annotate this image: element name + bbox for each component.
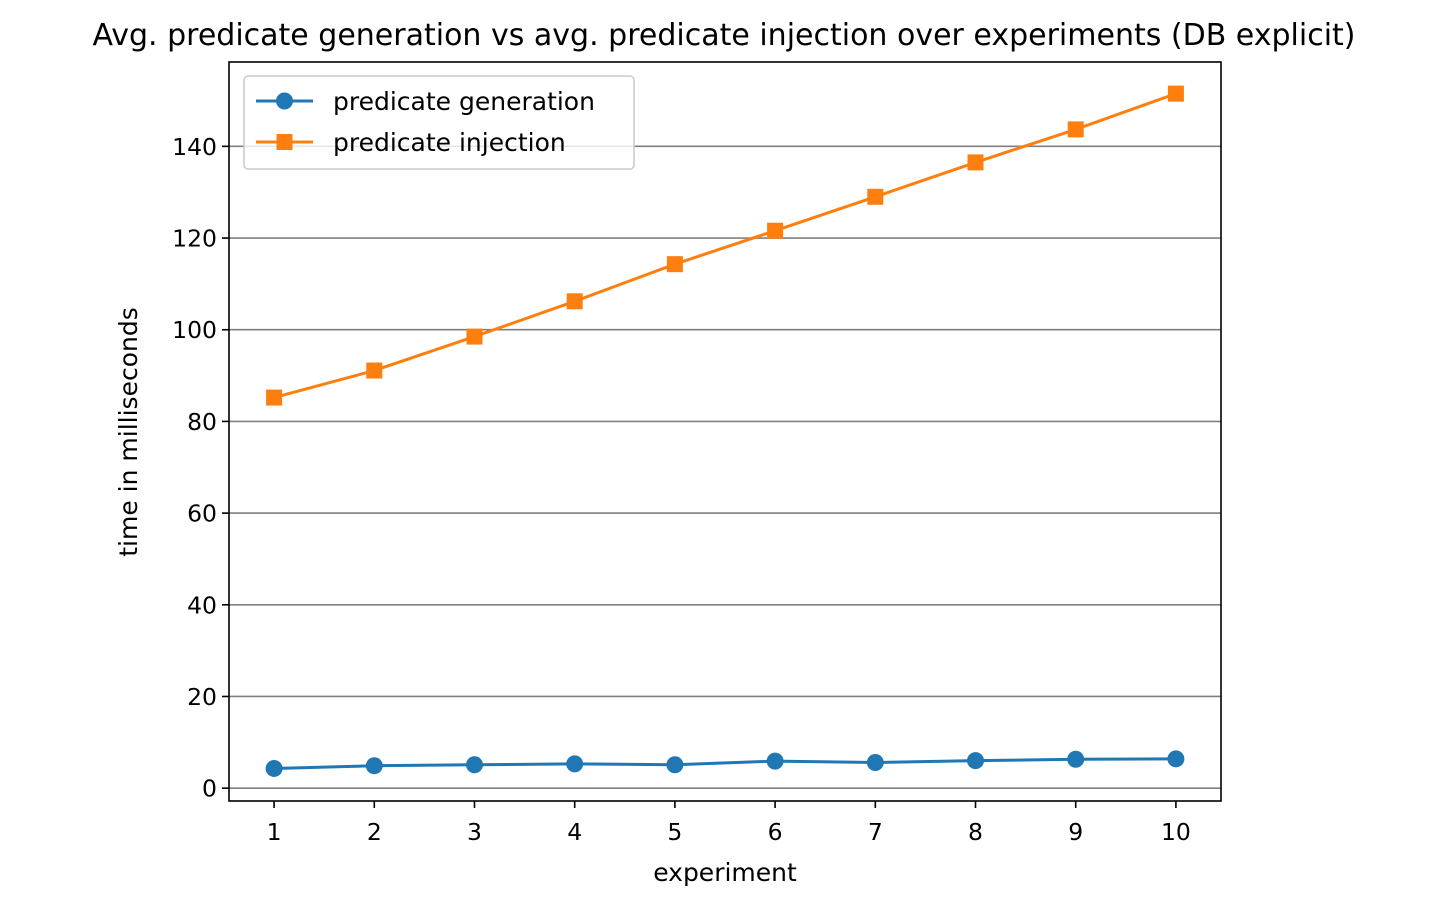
x-tick-label: 6	[768, 818, 783, 846]
data-point	[666, 756, 684, 774]
legend: predicate generation predicate injection	[243, 75, 635, 170]
data-point	[1167, 85, 1184, 102]
y-tick-label: 20	[187, 683, 217, 711]
data-point	[1167, 750, 1185, 768]
legend-label: predicate injection	[333, 128, 566, 157]
data-point	[466, 328, 483, 345]
data-point	[365, 757, 383, 775]
y-tick-label: 100	[172, 316, 217, 344]
legend-item: predicate generation	[256, 87, 595, 116]
legend-item: predicate injection	[256, 128, 566, 157]
series-1	[266, 85, 1184, 406]
x-tick-label: 9	[1068, 818, 1083, 846]
y-tick-label: 140	[172, 133, 217, 161]
legend-swatch-marker	[276, 92, 293, 110]
data-point	[666, 256, 683, 273]
y-tick-label: 60	[187, 500, 217, 528]
legend-swatch-marker	[276, 134, 293, 150]
x-tick-label: 7	[868, 818, 883, 846]
plot-area-frame	[228, 61, 1222, 802]
y-axis-label: time in milliseconds	[114, 307, 143, 557]
data-point	[566, 755, 584, 773]
data-point	[867, 188, 884, 205]
chart-title: Avg. predicate generation vs avg. predic…	[92, 18, 1355, 53]
data-point	[1067, 750, 1085, 768]
series-line	[273, 92, 1177, 400]
x-tick-label: 2	[367, 818, 382, 846]
y-tick-label: 40	[187, 591, 217, 619]
x-axis-label: experiment	[653, 858, 797, 887]
x-tick-label: 8	[968, 818, 983, 846]
data-point	[266, 389, 283, 406]
data-point	[766, 752, 784, 770]
x-tick-label: 1	[267, 818, 282, 846]
x-tick-label: 3	[467, 818, 482, 846]
y-tick-label: 0	[202, 775, 217, 803]
data-point	[465, 756, 483, 774]
legend-frame	[243, 75, 635, 170]
series-line	[274, 757, 1176, 770]
data-point	[767, 222, 784, 239]
legend-items: predicate generation predicate injection	[256, 87, 595, 157]
series-0	[265, 750, 1185, 777]
x-axis-ticks: 1 2 3 4 5 6 7 8 9 10	[267, 801, 1191, 846]
y-tick-label: 80	[187, 408, 217, 436]
y-axis-ticks: 0 20 40 60 80 100 120 140	[172, 133, 229, 803]
x-tick-label: 5	[667, 818, 682, 846]
series-layer	[265, 85, 1185, 777]
grid-lines	[229, 145, 1221, 789]
x-tick-label: 10	[1161, 818, 1191, 846]
legend-label: predicate generation	[333, 87, 595, 116]
data-point	[866, 753, 884, 771]
y-tick-label: 120	[172, 225, 217, 253]
data-point	[265, 759, 283, 777]
data-point	[366, 362, 383, 379]
x-tick-label: 4	[567, 818, 582, 846]
data-point	[967, 752, 985, 770]
data-point	[566, 293, 583, 310]
data-point	[1067, 121, 1084, 138]
data-point	[967, 154, 984, 171]
